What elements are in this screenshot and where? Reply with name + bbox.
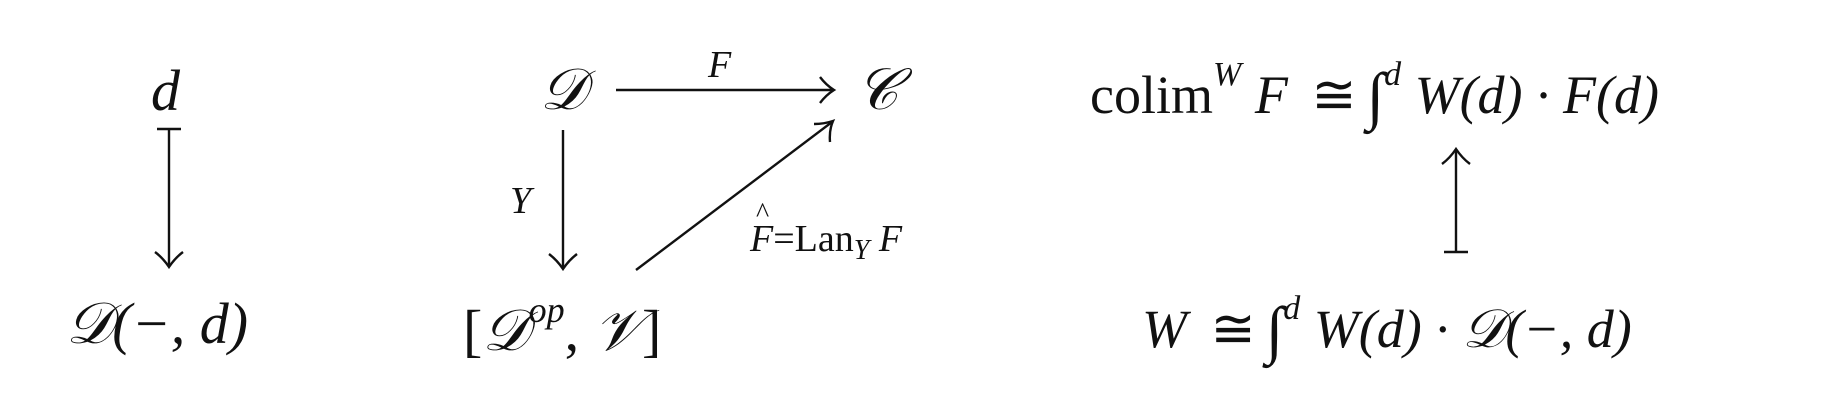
colim-weight: W [1212, 56, 1242, 93]
hom-args: (−, d) [112, 291, 249, 356]
coend-body-2a: W(d) · [1300, 299, 1463, 359]
label-Y: Y [510, 180, 532, 222]
comma: , [564, 298, 594, 363]
weight-W: W [1142, 299, 1187, 359]
label-F: F [708, 44, 732, 86]
script-D: 𝒟 [66, 289, 113, 357]
iso-symbol-2: ≅ [1210, 299, 1256, 359]
label-Lan: F=LanY F [750, 200, 903, 266]
bracket-close: ] [641, 298, 662, 363]
coend-integral-2: ∫ [1265, 294, 1284, 365]
Lan-subscript: Y [853, 235, 870, 266]
colimit-formula: colimW F ≅ ∫d W(d) · F(d) [1090, 56, 1659, 128]
presheaf-category: [𝒟op, 𝒱] [463, 292, 661, 360]
coend-index-2: d [1283, 290, 1301, 327]
coend-integral: ∫ [1366, 60, 1385, 131]
mapsto-arrow-yoneda [154, 127, 184, 270]
arrow-Lan [635, 119, 836, 271]
eq-Lan: =Lan [773, 218, 854, 260]
colim-F: F [1241, 65, 1288, 125]
script-D-2: 𝒟 [1462, 297, 1506, 360]
op-superscript: op [528, 290, 565, 330]
iso-symbol: ≅ [1311, 65, 1357, 125]
representable-functor: 𝒟(−, d) [66, 294, 248, 353]
colim-word: colim [1090, 65, 1213, 125]
object-d: d [151, 58, 180, 123]
coend-index: d [1384, 56, 1402, 93]
mapsto-arrow-colim [1441, 146, 1471, 254]
arrow-Y [548, 130, 578, 272]
object-D: 𝒟 [540, 55, 587, 123]
arrow-F [616, 76, 837, 104]
script-V: 𝒱 [593, 296, 642, 364]
F-hat: F [750, 200, 773, 258]
coend-body: W(d) · F(d) [1401, 65, 1659, 125]
Lan-F: F [869, 218, 903, 260]
bracket-open: [ [463, 298, 483, 363]
coyoneda-formula: W ≅ ∫d W(d) · 𝒟(−, d) [1142, 290, 1632, 362]
object-C: 𝒞 [856, 55, 899, 123]
coend-body-2b: (−, d) [1505, 299, 1632, 359]
script-D-op: 𝒟 [482, 296, 529, 364]
